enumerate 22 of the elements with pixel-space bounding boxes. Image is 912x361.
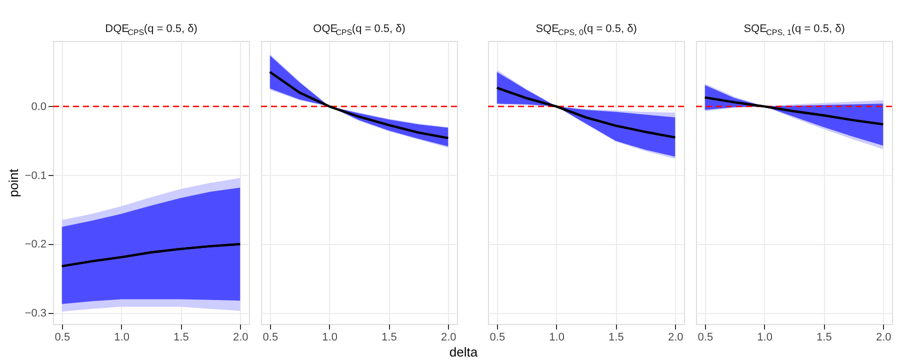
x-tick-label: 0.5 [262,332,278,344]
x-tick-label: 2.0 [668,332,684,344]
x-tick-label: 0.5 [54,332,70,344]
x-tick-label: 1.5 [382,332,397,344]
x-tick-label: 2.0 [440,332,456,344]
x-tick-label: 1.0 [757,332,772,344]
y-tick-label: −0.1 [24,170,46,182]
x-tick-label: 2.0 [232,332,248,344]
x-tick-label: 1.0 [114,332,130,344]
x-tick-label: 1.0 [322,332,338,344]
y-tick-label: −0.3 [24,307,46,320]
x-tick-label: 0.5 [698,332,714,344]
y-tick-label: −0.2 [24,238,46,251]
x-tick-label: 1.5 [174,332,189,344]
x-tick-label: 2.0 [876,332,892,344]
y-tick-label: 0.0 [31,100,46,113]
x-tick-label: 0.5 [490,332,506,344]
x-tick-label: 1.0 [549,332,564,344]
y-axis-title: point [6,168,21,198]
x-axis-title: delta [449,344,478,360]
x-tick-label: 1.5 [816,332,832,344]
x-tick-label: 1.5 [608,332,624,344]
